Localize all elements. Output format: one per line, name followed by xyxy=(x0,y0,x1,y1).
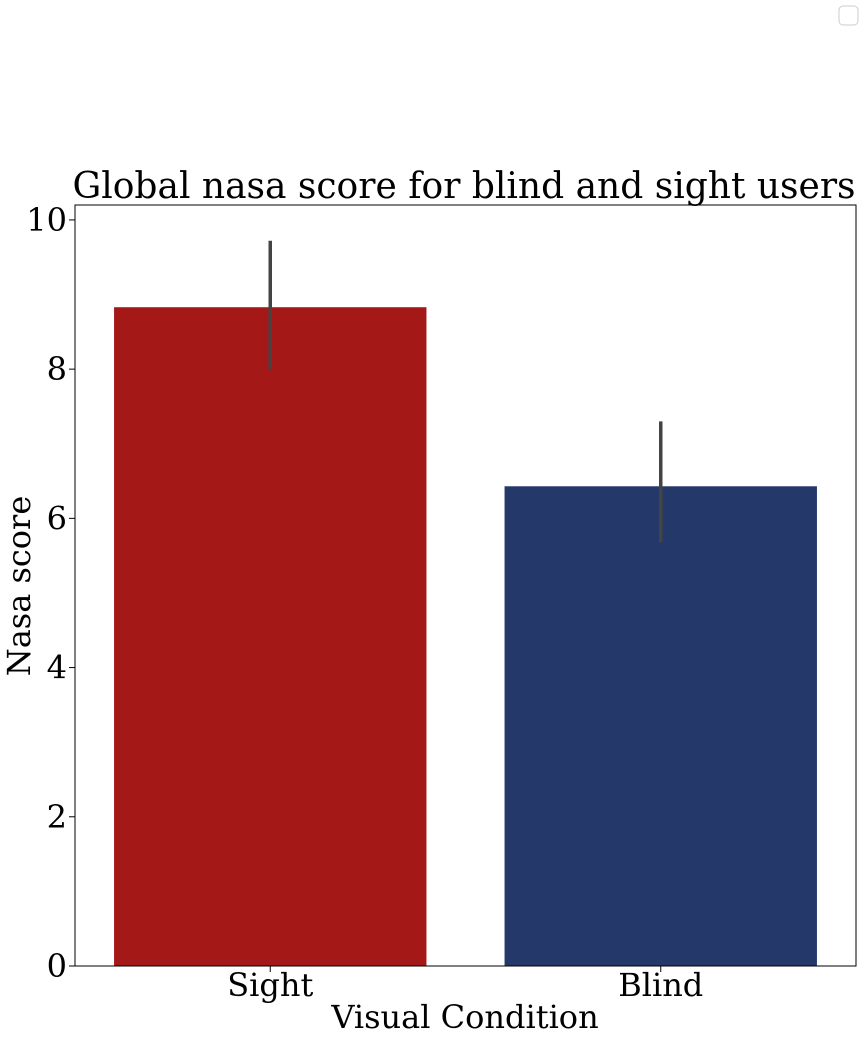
x-axis: Sight Blind xyxy=(227,966,703,1004)
x-tick-label-sight: Sight xyxy=(227,966,313,1004)
bars-layer xyxy=(114,307,817,966)
y-tick-label: 6 xyxy=(47,499,67,537)
x-axis-title: Visual Condition xyxy=(330,998,598,1036)
y-tick-label: 10 xyxy=(26,201,67,239)
chart-title: Global nasa score for blind and sight us… xyxy=(72,166,855,207)
legend-box xyxy=(838,5,859,26)
y-tick-label: 8 xyxy=(47,350,67,388)
y-axis: 0 2 4 6 8 10 xyxy=(26,201,75,985)
x-tick-label-blind: Blind xyxy=(618,966,703,1004)
bar-sight xyxy=(114,307,427,966)
bar-blind xyxy=(504,486,817,966)
y-axis-title: Nasa score xyxy=(0,496,38,677)
y-tick-label: 0 xyxy=(47,947,67,985)
error-bars-layer xyxy=(268,240,663,543)
y-tick-label: 4 xyxy=(47,649,67,687)
plot-frame xyxy=(74,204,857,967)
y-tick-label: 2 xyxy=(47,798,67,836)
